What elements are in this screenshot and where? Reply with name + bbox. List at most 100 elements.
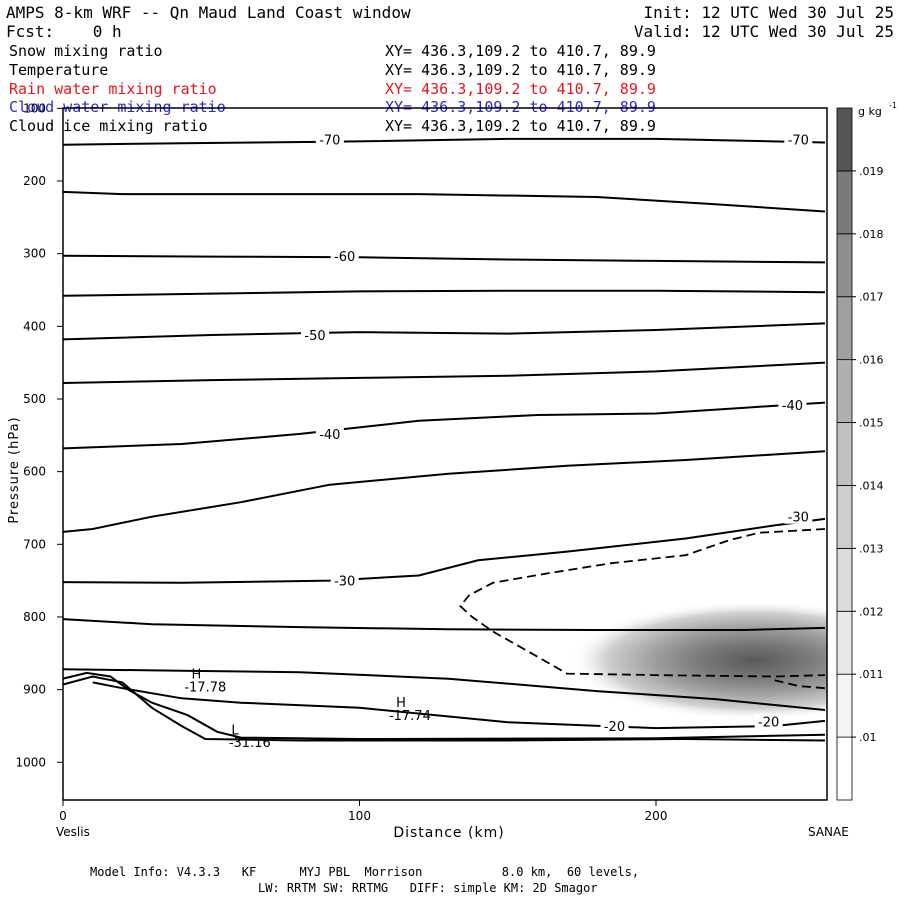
temperature-contour	[63, 668, 826, 711]
temperature-contour	[63, 254, 826, 264]
y-tick-label: 500	[23, 392, 46, 406]
contour-label: -60	[334, 250, 355, 265]
temperature-contour	[63, 618, 826, 631]
field-name: Cloud water mixing ratio	[9, 98, 226, 116]
temperature-contour	[63, 322, 826, 341]
field-name: Temperature	[9, 61, 109, 79]
colorbar-segment	[836, 296, 853, 361]
colorbar-unit-exponent: -1	[889, 101, 897, 110]
colorbar-tick-label: .01	[859, 731, 877, 744]
valid-time: Valid: 12 UTC Wed 30 Jul 25	[633, 22, 894, 41]
colorbar-tick-label: .013	[859, 542, 884, 555]
y-tick-label: 400	[23, 319, 46, 333]
contour-label-background	[784, 508, 813, 524]
colorbar-segment	[836, 107, 853, 172]
temperature-contour	[63, 289, 826, 297]
colorbar-tick-label: .017	[859, 291, 884, 304]
temperature-contour	[63, 401, 826, 450]
y-axis-label: Pressure (hPa)	[7, 416, 22, 523]
y-tick-label: 300	[23, 247, 46, 261]
cloud-ice-contour	[459, 528, 826, 678]
colorbar-tick-label: .012	[859, 605, 884, 618]
snow-mixing-ratio-maximum	[568, 600, 827, 721]
x-left-endpoint-label: Veslis	[56, 825, 90, 839]
temperature-contour	[63, 190, 826, 213]
plot-frame	[62, 107, 828, 801]
extremum-annotation: H	[396, 696, 406, 711]
colorbar-segment	[836, 485, 853, 549]
contour-label: -30	[334, 575, 355, 590]
x-tick-label: 0	[59, 809, 67, 823]
temperature-contour	[63, 671, 826, 741]
forecast-hour: Fcst: 0 h	[6, 22, 122, 41]
y-tick-label: 200	[23, 174, 46, 188]
colorbar-tick-label: .016	[859, 354, 884, 367]
field-xy: XY= 436.3,109.2 to 410.7, 89.9	[385, 42, 656, 60]
temperature-contour	[63, 450, 826, 533]
field-xy: XY= 436.3,109.2 to 410.7, 89.9	[385, 98, 656, 116]
field-name: Cloud ice mixing ratio	[9, 117, 208, 135]
extremum-annotation: -31.16	[229, 736, 271, 751]
contour-label-background	[315, 131, 344, 147]
colorbar-tick-label: .015	[859, 417, 884, 430]
temperature-contour	[63, 361, 826, 384]
colorbar-segment	[836, 547, 853, 612]
extremum-annotation: -17.74	[389, 709, 431, 724]
colorbar-tick-label: .019	[859, 165, 884, 178]
colorbar-segment	[836, 610, 853, 675]
colorbar-tick-label: .011	[859, 668, 884, 681]
contour-label: -30	[788, 511, 809, 526]
contour-label-background	[778, 396, 807, 412]
contour-label-background	[330, 247, 359, 263]
temperature-contour	[63, 675, 826, 742]
contour-label: -20	[758, 716, 779, 731]
contour-label-background	[301, 327, 330, 343]
chart-title: AMPS 8-km WRF -- Qn Maud Land Coast wind…	[6, 3, 411, 22]
init-time: Init: 12 UTC Wed 30 Jul 25	[643, 3, 894, 22]
contour-label-background	[784, 131, 813, 147]
field-xy: XY= 436.3,109.2 to 410.7, 89.9	[385, 117, 656, 135]
field-name: Snow mixing ratio	[9, 42, 163, 60]
colorbar-segment	[836, 422, 853, 486]
model-info-line2: LW: RRTM SW: RRTMG DIFF: simple KM: 2D S…	[258, 881, 598, 895]
field-xy: XY= 436.3,109.2 to 410.7, 89.9	[385, 80, 656, 98]
temperature-contour	[92, 681, 826, 730]
contour-label: -40	[782, 399, 803, 414]
y-tick-label: 1000	[15, 755, 46, 769]
colorbar-segment	[836, 233, 853, 298]
x-right-endpoint-label: SANAE	[808, 825, 849, 839]
colorbar-segment	[836, 736, 853, 801]
x-tick-label: 200	[645, 809, 668, 823]
contour-label-background	[600, 717, 629, 733]
y-tick-label: 700	[23, 537, 46, 551]
extremum-annotation: -17.78	[184, 681, 226, 696]
contour-label: -70	[319, 134, 340, 149]
y-tick-label: 600	[23, 465, 46, 479]
contour-label: -20	[604, 720, 625, 735]
x-tick-label: 100	[348, 809, 371, 823]
contour-label-background	[330, 572, 359, 588]
extremum-annotation: L	[231, 724, 239, 739]
field-name: Rain water mixing ratio	[9, 80, 217, 98]
colorbar-segment	[836, 359, 853, 423]
contour-label: -50	[304, 329, 325, 344]
model-info-line1: Model Info: V4.3.3 KF MYJ PBL Morrison 8…	[90, 865, 640, 879]
colorbar-segment	[836, 673, 853, 738]
contour-label-background	[754, 713, 783, 729]
colorbar-tick-label: .018	[859, 228, 884, 241]
temperature-contour	[63, 517, 826, 584]
contour-label: -70	[788, 134, 809, 149]
colorbar-unit: g kg	[858, 105, 882, 118]
colorbar-tick-label: .014	[859, 479, 884, 492]
x-axis-label: Distance (km)	[393, 825, 504, 841]
extremum-annotation: H	[192, 668, 202, 683]
temperature-contour	[63, 137, 826, 146]
cloud-ice-contour	[774, 679, 826, 690]
contour-label: -40	[319, 428, 340, 443]
contour-label-background	[315, 425, 344, 441]
y-tick-label: 900	[23, 683, 46, 697]
y-tick-label: 800	[23, 610, 46, 624]
field-xy: XY= 436.3,109.2 to 410.7, 89.9	[385, 61, 656, 79]
colorbar-segment	[836, 170, 853, 235]
